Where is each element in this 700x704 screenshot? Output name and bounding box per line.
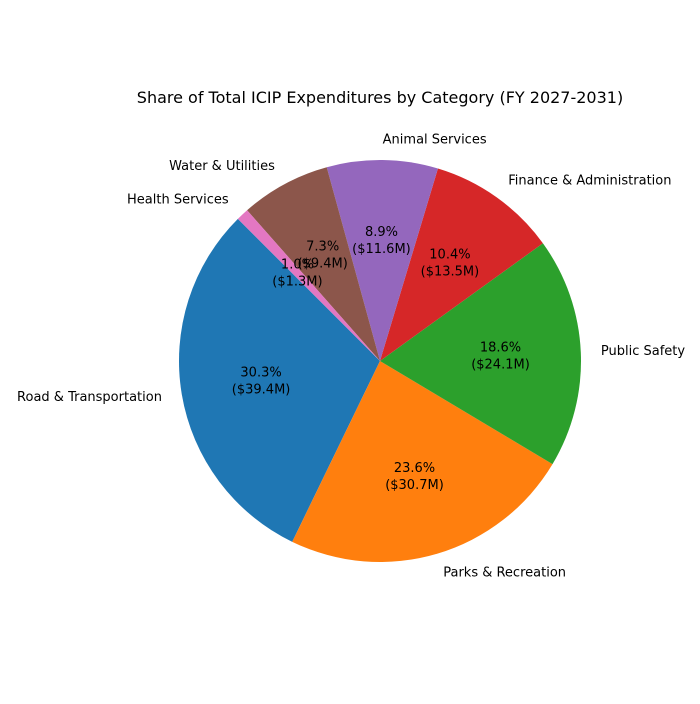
chart-title: Share of Total ICIP Expenditures by Cate… [136,88,624,107]
slice-percent-water-and-utilities: 7.3% [306,239,339,254]
pie-slice-water-and-utilities [247,167,380,361]
slice-percent-finance-and-administration: 10.4% [429,247,470,262]
slice-label-health-services: Health Services [127,192,229,207]
slice-amount-road-and-transportation: ($39.4M) [232,383,291,398]
slice-percent-public-safety: 18.6% [480,340,521,355]
slice-percent-animal-services: 8.9% [365,225,398,240]
pie-slice-finance-and-administration [380,168,543,361]
slice-label-road-and-transportation: Road & Transportation [17,390,162,405]
labels-layer: Road & Transportation 30.3% ($39.4M) Parks … [17,132,685,580]
pie-slice-parks-and-recreation [292,361,553,562]
slice-amount-parks-and-recreation: ($30.7M) [385,478,444,493]
slice-percent-road-and-transportation: 30.3% [240,366,281,381]
slice-amount-finance-and-administration: ($13.5M) [421,264,480,279]
slice-label-public-safety: Public Safety [601,344,685,359]
slice-amount-health-services: ($1.3M) [272,275,322,290]
slice-label-animal-services: Animal Services [383,132,487,147]
slices-layer [179,160,581,562]
slice-percent-parks-and-recreation: 23.6% [394,461,435,476]
slice-amount-water-and-utilities: ($9.4M) [298,256,348,271]
pie-slice-animal-services [326,160,438,361]
pie-slice-public-safety [380,243,581,465]
pie-slice-road-and-transportation [179,218,380,542]
pie-slice-health-services [237,210,380,361]
slice-amount-public-safety: ($24.1M) [471,357,530,372]
slice-label-parks-and-recreation: Parks & Recreation [443,565,566,580]
slice-label-water-and-utilities: Water & Utilities [169,159,275,174]
slice-label-finance-and-administration: Finance & Administration [508,173,671,188]
slice-amount-animal-services: ($11.6M) [352,242,411,257]
slice-percent-health-services: 1.0% [281,258,314,273]
